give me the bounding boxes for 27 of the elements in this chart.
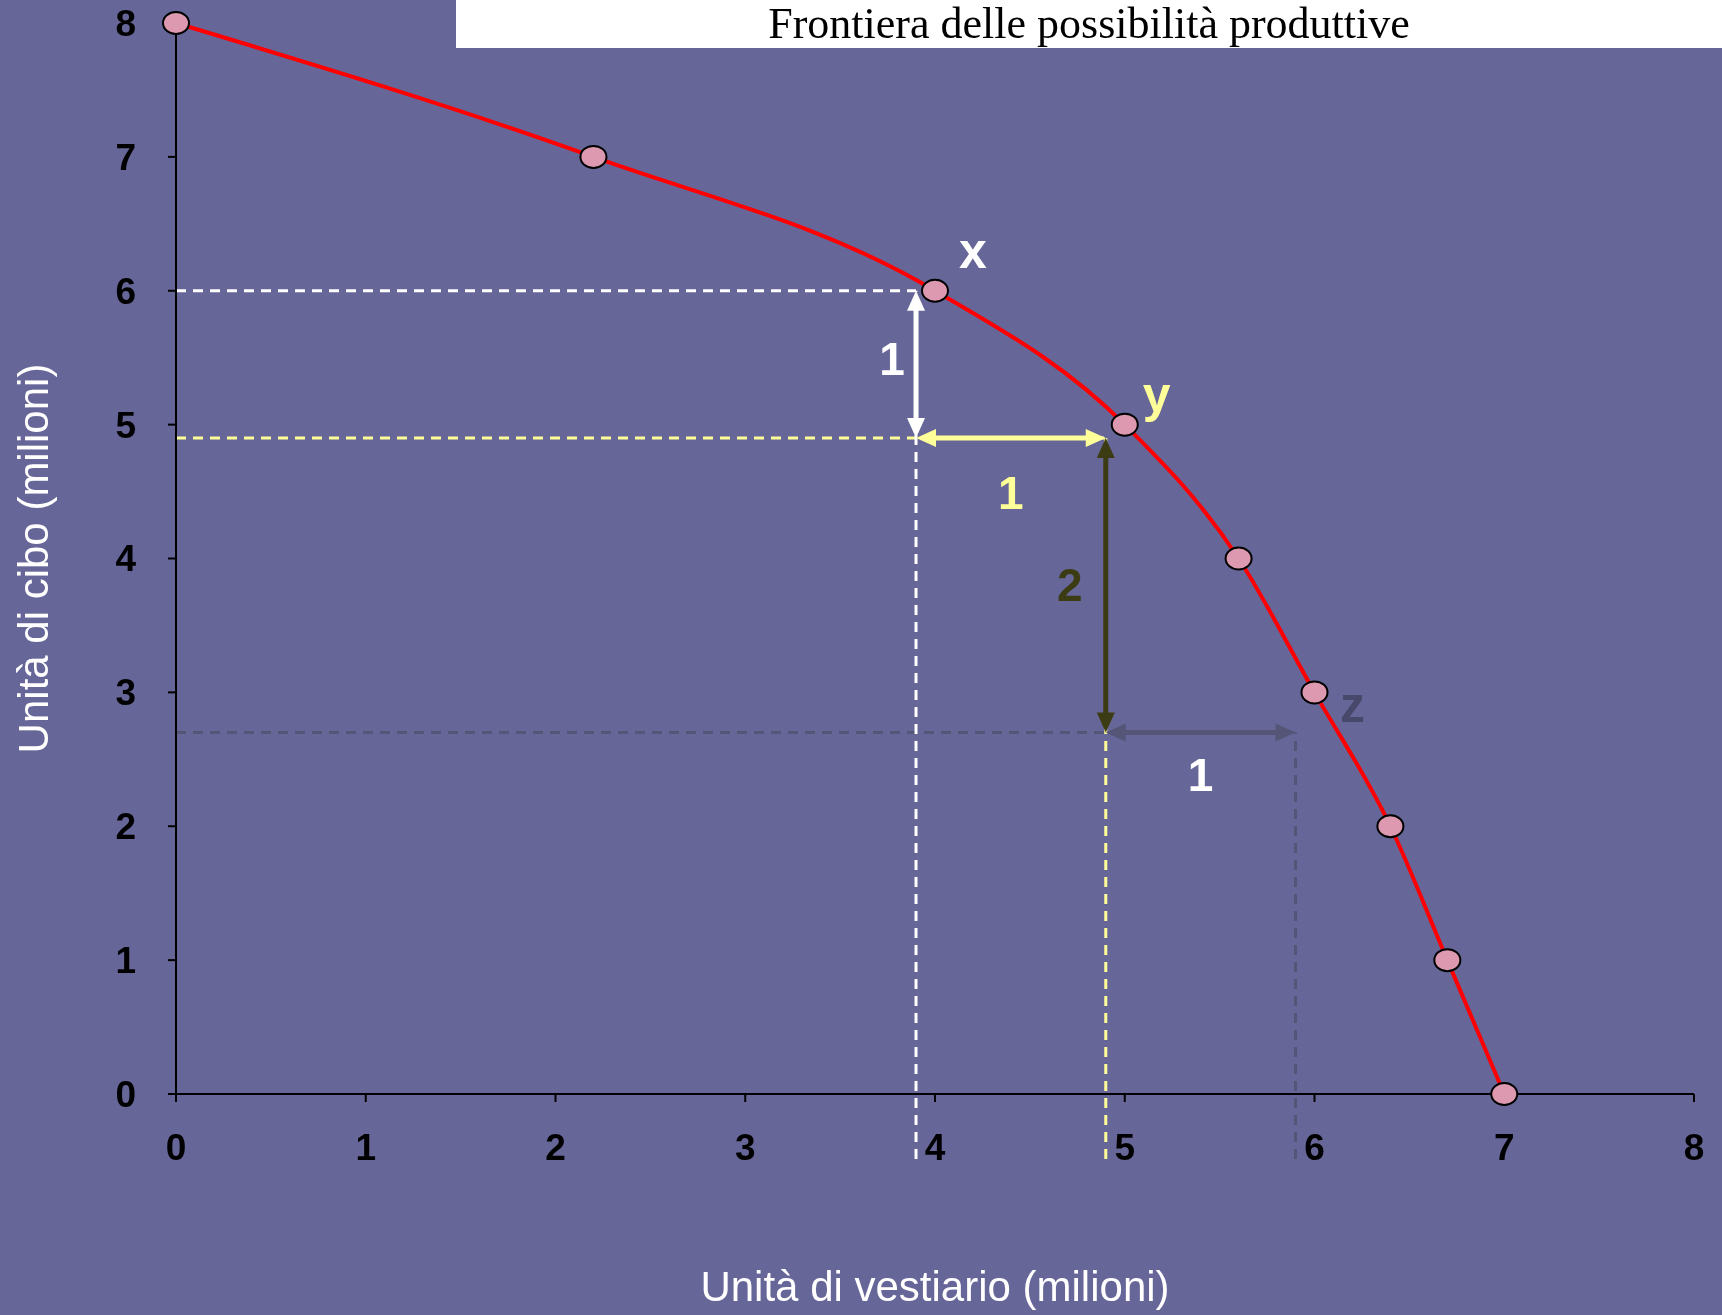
- annotation: x: [959, 223, 988, 280]
- y-tick-label: 0: [115, 1073, 136, 1115]
- x-tick-label: 5: [1114, 1127, 1136, 1168]
- annotation: 1: [879, 333, 905, 386]
- y-tick-label: 5: [115, 404, 136, 446]
- annotation: 1: [998, 467, 1024, 520]
- annotation: 2: [1056, 559, 1083, 612]
- y-tick-label: 4: [115, 538, 137, 580]
- x-tick-label: 3: [734, 1127, 756, 1168]
- x-tick-label: 7: [1493, 1127, 1515, 1168]
- y-tick-label: 6: [115, 270, 136, 312]
- chart-title: Frontiera delle possibilità produttive: [768, 0, 1410, 48]
- x-tick-label: 1: [355, 1127, 377, 1168]
- annotation: 1: [1187, 748, 1214, 801]
- y-tick-label: 1: [115, 940, 136, 982]
- x-tick-label: 2: [545, 1127, 566, 1168]
- x-tick-label: 6: [1304, 1127, 1325, 1168]
- annotation: y: [1142, 367, 1171, 424]
- x-tick-label: 4: [924, 1127, 946, 1168]
- y-tick-label: 2: [115, 806, 136, 848]
- x-tick-label: 8: [1683, 1127, 1705, 1168]
- y-tick-label: 7: [115, 136, 136, 178]
- y-tick-label: 3: [115, 672, 136, 714]
- x-tick-label: 0: [165, 1127, 187, 1168]
- y-axis-title: Unità di cibo (milioni): [10, 363, 57, 754]
- x-axis-title: Unità di vestiario (milioni): [700, 1263, 1170, 1310]
- y-tick-label: 8: [115, 2, 136, 44]
